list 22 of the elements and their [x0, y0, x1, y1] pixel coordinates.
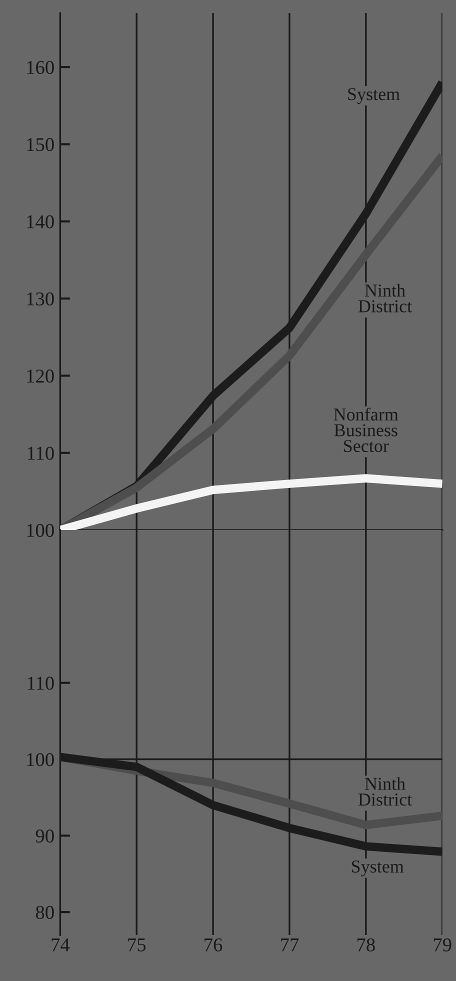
y-tick-label: 90 [36, 829, 54, 843]
y-tick-label: 140 [27, 215, 54, 228]
y-tick-label: 150 [27, 138, 54, 152]
x-tick-label: 77 [281, 938, 299, 952]
y-tick-label: 130 [27, 292, 54, 306]
series-label: Ninth District [358, 777, 412, 806]
x-tick-label: 79 [434, 938, 452, 952]
series-label: System [348, 88, 400, 104]
x-tick-label: 78 [357, 938, 375, 952]
y-tick-label: 110 [28, 676, 54, 690]
y-tick-label: 120 [27, 370, 54, 383]
y-tick-label: 100 [27, 753, 54, 766]
series-label: Ninth District [358, 284, 412, 312]
y-tick-label: 100 [27, 524, 54, 537]
y-tick-label: 160 [27, 60, 54, 74]
series-label: Nonfarm Business Sector [334, 408, 398, 452]
series-label: System [352, 860, 404, 876]
y-tick-label: 110 [28, 446, 54, 460]
x-tick-label: 74 [52, 938, 70, 952]
y-tick-label: 80 [36, 906, 54, 920]
x-tick-label: 76 [204, 938, 222, 952]
x-tick-label: 75 [128, 938, 146, 952]
